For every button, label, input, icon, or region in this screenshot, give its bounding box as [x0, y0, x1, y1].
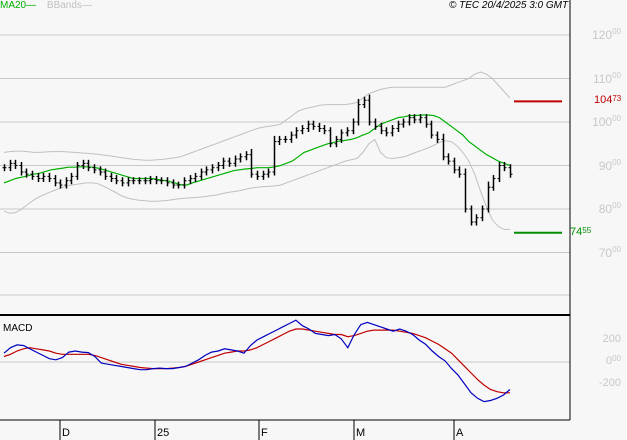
- price-axis-label: 8000: [598, 201, 621, 216]
- price-axis-label: 11000: [592, 70, 621, 86]
- price-axis-label: 10000: [592, 114, 621, 129]
- macd-line: [3, 319, 511, 403]
- macd-axis-label: -200: [598, 377, 621, 389]
- legend-ma20: MA20—: [0, 0, 37, 11]
- macd-axis-label: 200: [602, 333, 621, 345]
- legend-bbands: BBands—: [46, 0, 92, 11]
- copyright-text: © TEC 20/4/2025 3:0 GMT: [449, 0, 569, 11]
- support-label: 7455: [570, 225, 592, 238]
- chart-legend: MA20— BBands—: [0, 0, 92, 12]
- price-axis-label: 9000: [598, 157, 621, 173]
- x-axis-label: D: [62, 427, 70, 439]
- x-axis-label: A: [456, 427, 464, 439]
- price-axis-label: 7000: [598, 244, 621, 260]
- macd-axis-label: 000: [605, 354, 621, 367]
- bbands-upper-line: [3, 71, 511, 161]
- macd-panel-title: MACD: [3, 323, 33, 334]
- x-axis-label: M: [356, 427, 366, 439]
- resistance-label: 10473: [594, 94, 622, 107]
- x-axis-label: F: [261, 427, 268, 439]
- price-axis-label: 12000: [592, 27, 621, 42]
- x-axis-label: 25: [157, 427, 170, 439]
- bbands-lower-line: [3, 138, 510, 230]
- macd-signal-line: [3, 328, 510, 394]
